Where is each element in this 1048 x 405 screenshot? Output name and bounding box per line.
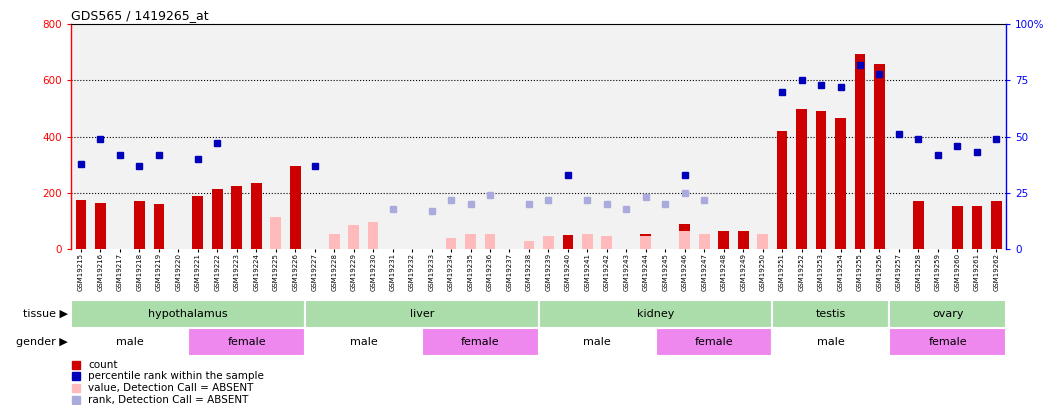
Bar	[539, 300, 772, 328]
Bar	[758, 234, 768, 249]
Bar	[913, 201, 923, 249]
Bar	[640, 236, 651, 249]
Bar	[75, 200, 86, 249]
Bar	[290, 166, 301, 249]
Text: ovary: ovary	[932, 309, 963, 319]
Bar	[368, 222, 378, 249]
Bar	[582, 234, 593, 249]
Text: kidney: kidney	[637, 309, 674, 319]
Bar	[305, 328, 421, 356]
Bar	[348, 225, 359, 249]
Bar	[815, 111, 827, 249]
Bar	[874, 64, 885, 249]
Bar	[640, 234, 651, 249]
Bar	[524, 241, 534, 249]
Text: rank, Detection Call = ABSENT: rank, Detection Call = ABSENT	[88, 395, 248, 405]
Bar	[718, 231, 729, 249]
Text: male: male	[116, 337, 144, 347]
Bar	[465, 234, 476, 249]
Text: female: female	[929, 337, 967, 347]
Bar	[543, 237, 553, 249]
Text: hypothalamus: hypothalamus	[149, 309, 227, 319]
Bar	[445, 239, 456, 249]
Bar	[889, 300, 1006, 328]
Bar	[250, 183, 262, 249]
Bar	[777, 131, 787, 249]
Bar	[71, 300, 305, 328]
Bar	[738, 231, 748, 249]
Text: count: count	[88, 360, 117, 370]
Bar	[563, 235, 573, 249]
Bar	[855, 54, 866, 249]
Bar	[679, 224, 690, 249]
Bar	[772, 328, 889, 356]
Bar	[95, 203, 106, 249]
Bar	[270, 217, 281, 249]
Text: gender ▶: gender ▶	[17, 337, 68, 347]
Text: value, Detection Call = ABSENT: value, Detection Call = ABSENT	[88, 383, 254, 393]
Text: testis: testis	[815, 309, 846, 319]
Bar	[602, 237, 612, 249]
Bar	[539, 328, 656, 356]
Bar	[193, 196, 203, 249]
Bar	[699, 234, 709, 249]
Text: liver: liver	[410, 309, 434, 319]
Text: male: male	[350, 337, 377, 347]
Text: female: female	[695, 337, 734, 347]
Bar	[232, 186, 242, 249]
Text: GDS565 / 1419265_at: GDS565 / 1419265_at	[71, 9, 209, 22]
Text: tissue ▶: tissue ▶	[23, 309, 68, 319]
Bar	[796, 109, 807, 249]
Bar	[679, 231, 690, 249]
Text: female: female	[461, 337, 500, 347]
Bar	[421, 328, 539, 356]
Bar	[329, 234, 340, 249]
Text: percentile rank within the sample: percentile rank within the sample	[88, 371, 264, 382]
Text: female: female	[227, 337, 266, 347]
Bar	[212, 189, 222, 249]
Bar	[484, 234, 496, 249]
Text: male: male	[584, 337, 611, 347]
Bar	[71, 328, 189, 356]
Bar	[189, 328, 305, 356]
Bar	[772, 300, 889, 328]
Text: male: male	[817, 337, 845, 347]
Bar	[835, 118, 846, 249]
Bar	[889, 328, 1006, 356]
Bar	[971, 205, 982, 249]
Bar	[305, 300, 539, 328]
Bar	[154, 204, 165, 249]
Bar	[134, 201, 145, 249]
Bar	[656, 328, 772, 356]
Bar	[952, 205, 963, 249]
Bar	[991, 201, 1002, 249]
